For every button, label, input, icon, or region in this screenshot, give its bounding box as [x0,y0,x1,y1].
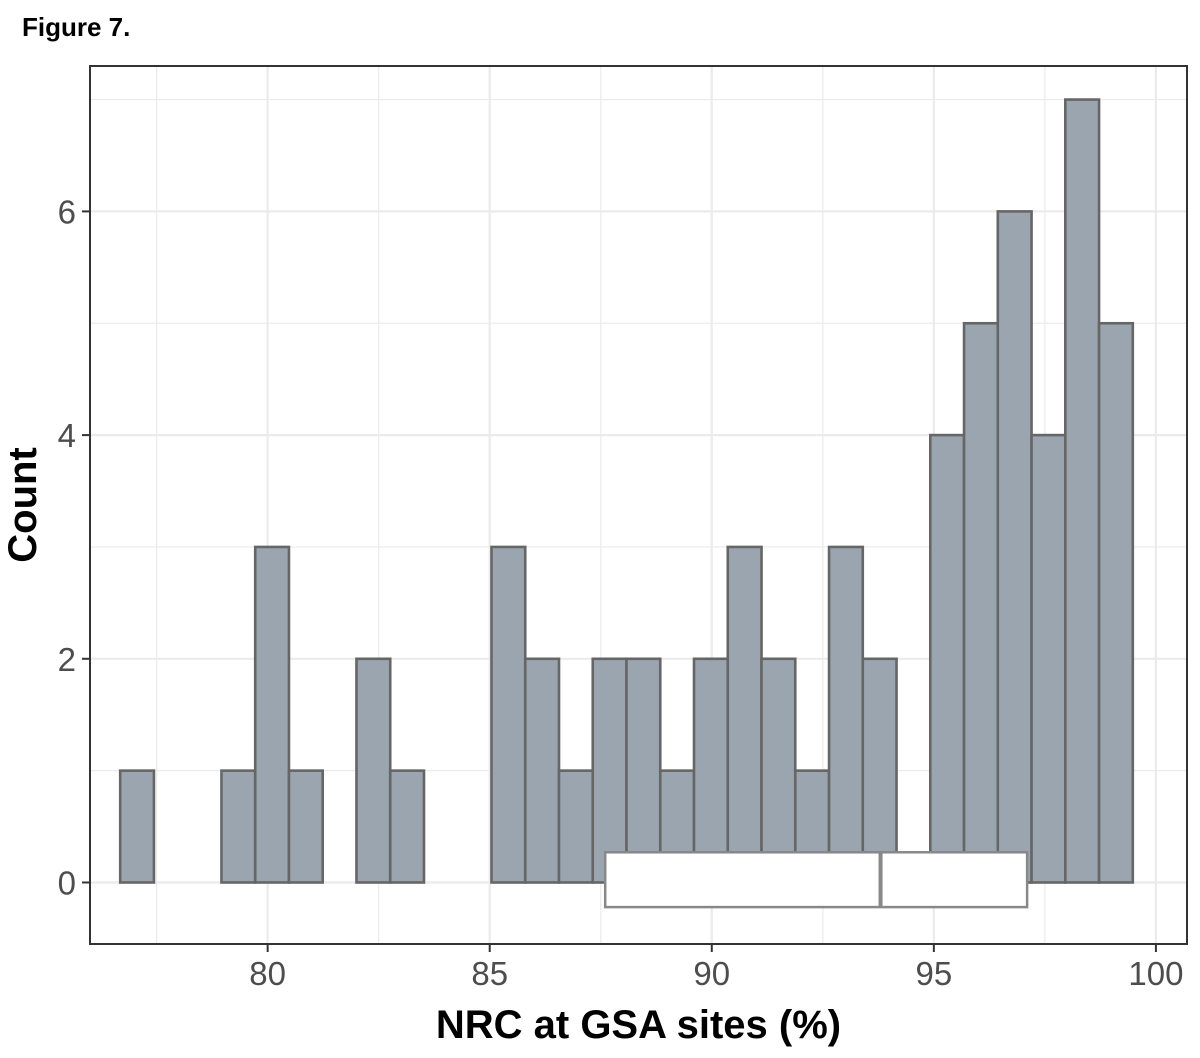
histogram-bar [287,769,325,884]
y-tick-label: 4 [58,417,76,454]
histogram-bar [827,545,865,884]
histogram-bars [118,98,1135,884]
histogram-bar [1030,433,1067,884]
x-axis: 80 85 90 95 100 [249,944,1183,992]
y-tick-label: 0 [58,864,76,901]
y-tick-label: 2 [58,641,76,678]
y-tick-label: 6 [58,193,76,230]
histogram-bar [726,545,763,884]
histogram-bar [1097,321,1135,884]
histogram-bar [1064,98,1101,884]
histogram-bar [490,545,527,884]
x-axis-title: NRC at GSA sites (%) [436,1003,841,1047]
histogram-bar [118,769,156,884]
y-axis: 0 2 4 6 [58,193,90,901]
histogram-bar [220,769,257,884]
histogram-bar [996,210,1033,884]
histogram-bar [591,657,628,884]
histogram-bar [692,657,730,884]
histogram-bar [523,657,561,884]
histogram-bar [557,769,595,884]
x-tick-label: 100 [1128,955,1183,992]
figure-label: Figure 7. [22,12,131,42]
x-tick-label: 80 [249,955,286,992]
boxplot [603,851,1029,909]
y-axis-title: Count [1,447,45,563]
histogram-bar [928,433,966,884]
panel-border [89,65,1188,945]
histogram-bar [861,657,898,884]
histogram-bar [253,545,291,884]
histogram-bar [355,657,392,884]
histogram-bar [962,321,1000,884]
x-tick-label: 95 [915,955,952,992]
boxplot-box [603,851,1029,909]
x-tick-label: 85 [471,955,508,992]
histogram-bar [625,657,662,884]
histogram-bar [388,769,426,884]
histogram-bar [760,657,797,884]
x-tick-label: 90 [693,955,730,992]
